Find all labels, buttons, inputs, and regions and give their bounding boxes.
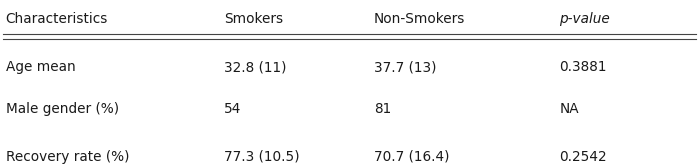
Text: 0.3881: 0.3881 [559,60,607,74]
Text: 0.2542: 0.2542 [559,150,607,163]
Text: 32.8 (11): 32.8 (11) [224,60,286,74]
Text: Smokers: Smokers [224,12,283,26]
Text: 37.7 (13): 37.7 (13) [374,60,436,74]
Text: Age mean: Age mean [6,60,75,74]
Text: Characteristics: Characteristics [6,12,108,26]
Text: Non-Smokers: Non-Smokers [374,12,466,26]
Text: 70.7 (16.4): 70.7 (16.4) [374,150,449,163]
Text: NA: NA [559,102,579,116]
Text: p-value: p-value [559,12,610,26]
Text: 54: 54 [224,102,241,116]
Text: Male gender (%): Male gender (%) [6,102,119,116]
Text: 77.3 (10.5): 77.3 (10.5) [224,150,299,163]
Text: 81: 81 [374,102,391,116]
Text: Recovery rate (%): Recovery rate (%) [6,150,129,163]
